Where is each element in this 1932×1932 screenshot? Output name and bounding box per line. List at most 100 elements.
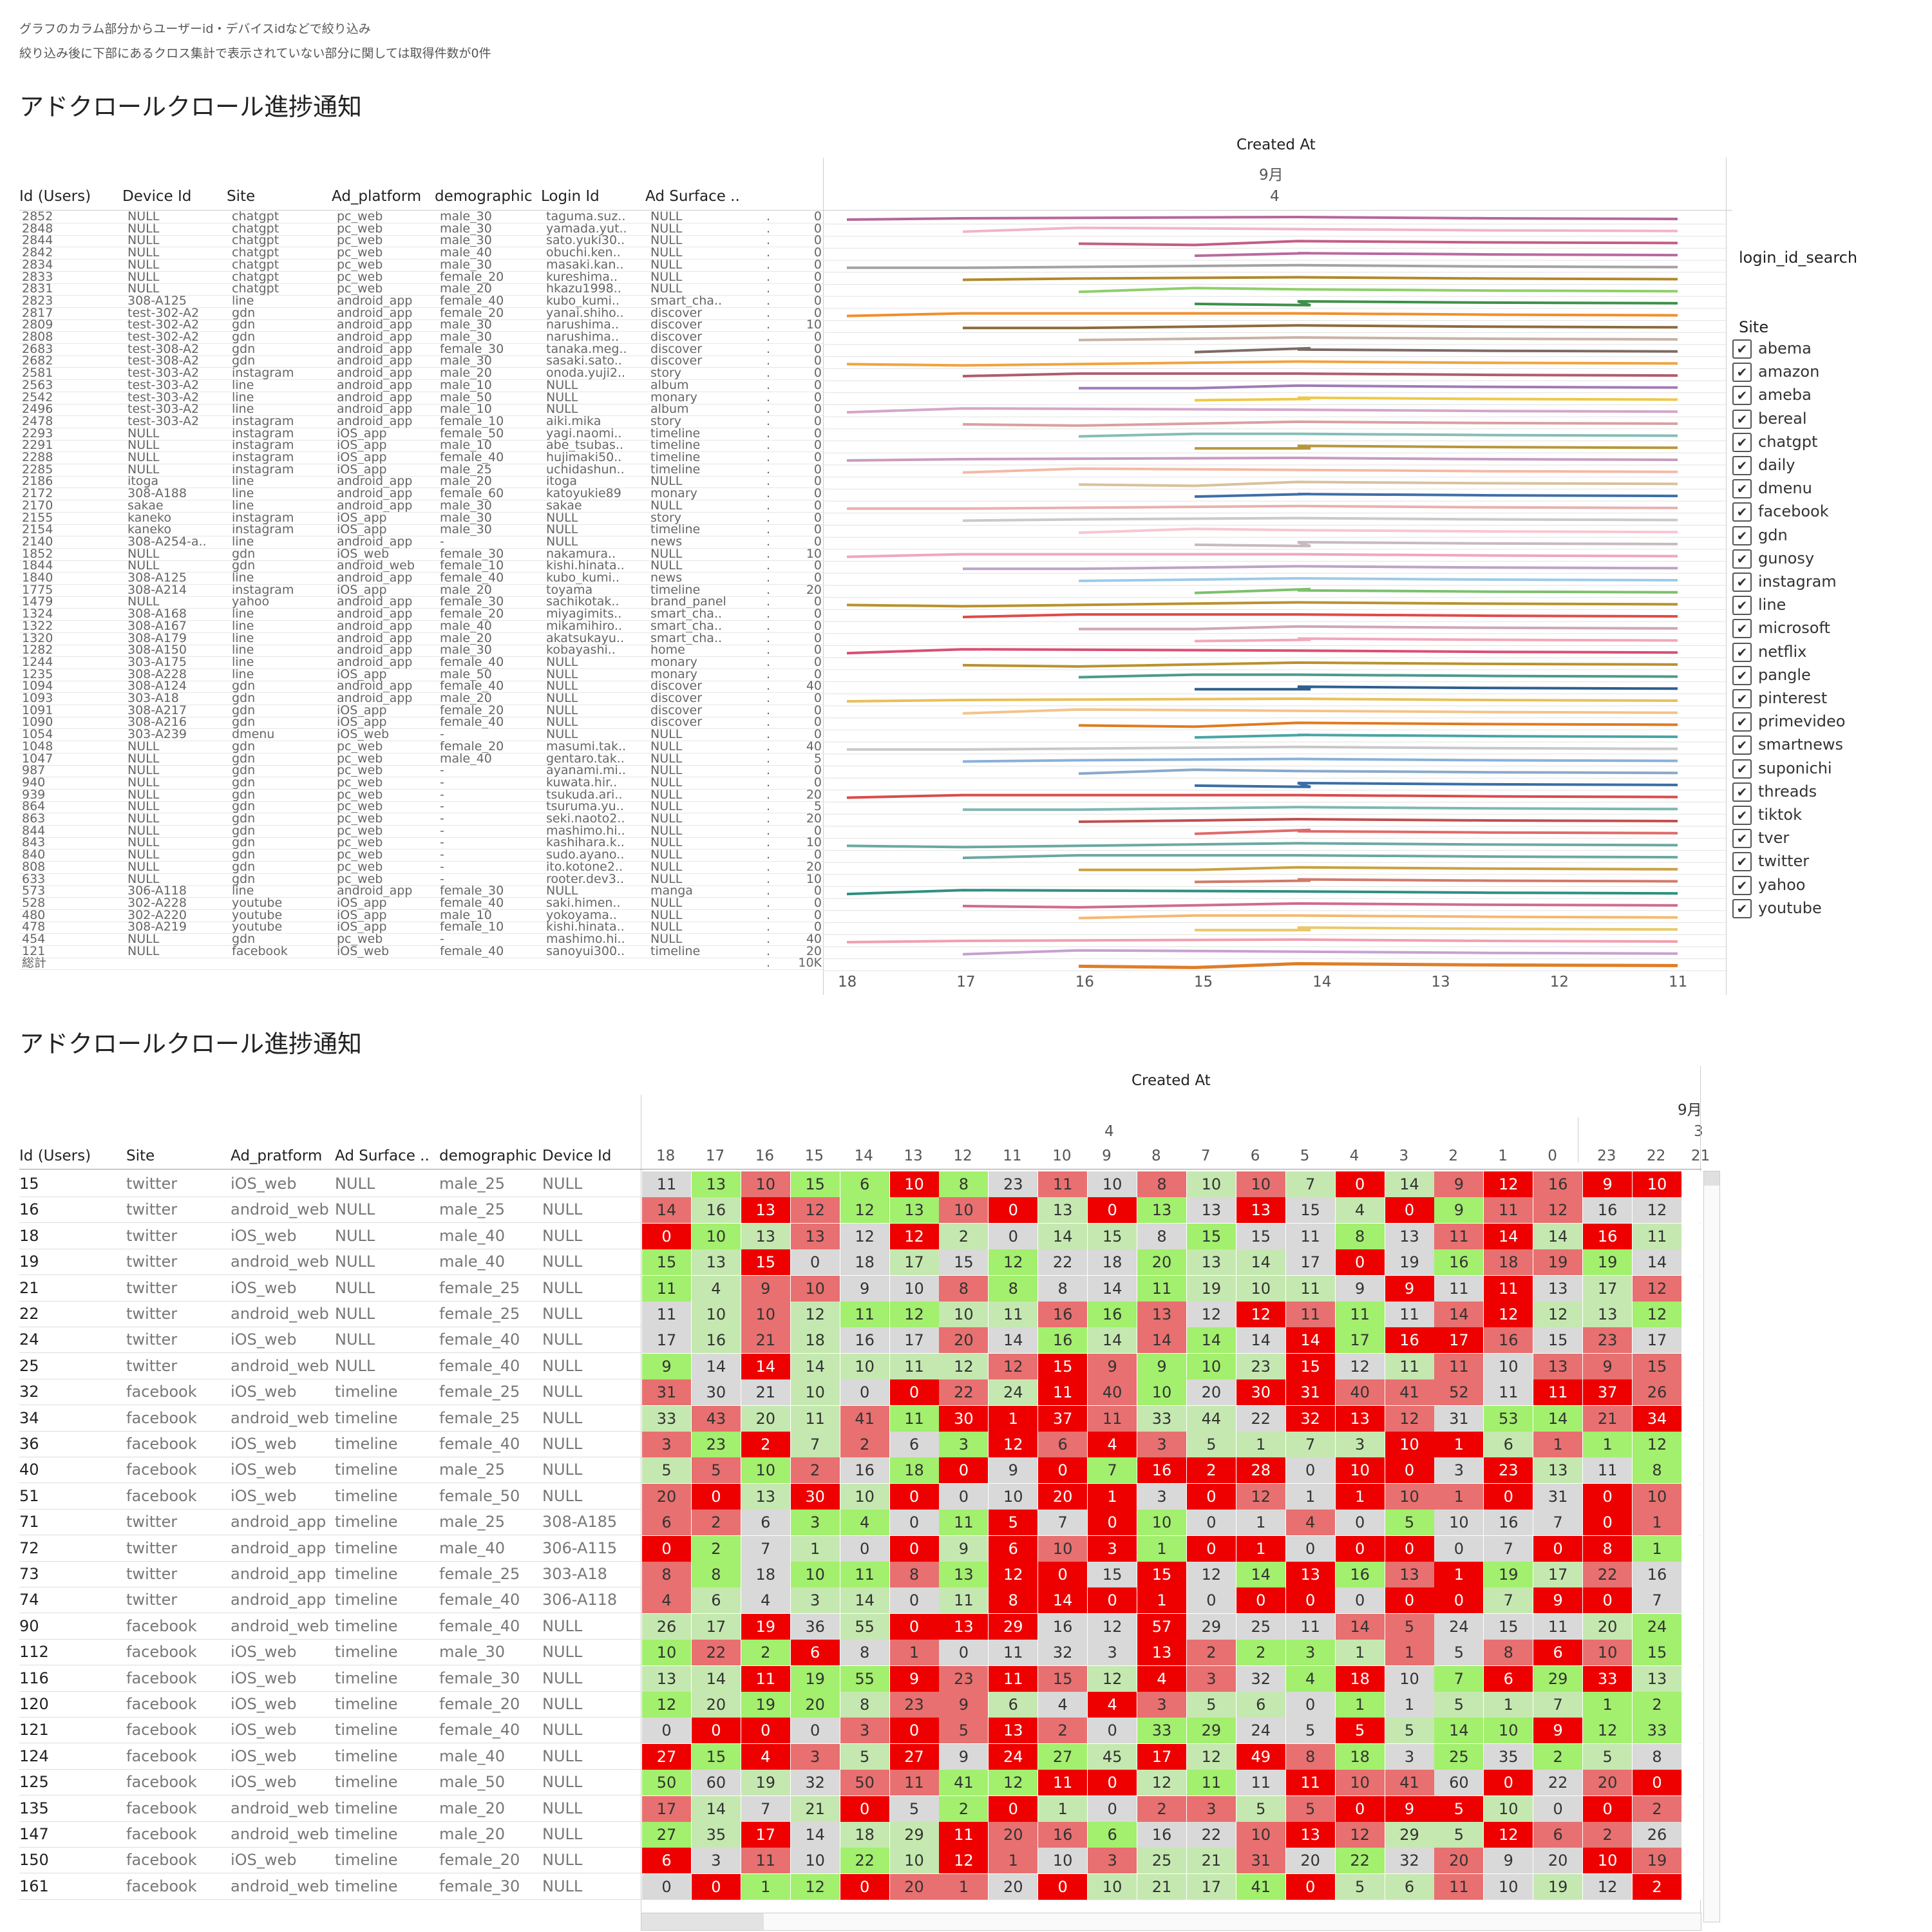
crosstab-value-cell[interactable]: 7 (1434, 1665, 1484, 1692)
crosstab-value-cell[interactable]: 13 (1236, 1197, 1285, 1224)
crosstab-value-cell[interactable]: 10 (889, 1848, 939, 1874)
crosstab-value-cell[interactable]: 11 (741, 1848, 790, 1874)
crosstab-value-cell[interactable]: 23 (1236, 1353, 1285, 1379)
crosstab-value-cell[interactable]: 9 (1434, 1197, 1484, 1224)
crosstab-value-cell[interactable]: 4 (840, 1510, 889, 1536)
table-row[interactable]: 121 NULL facebook iOS_web female_40 sanoyui30… (19, 945, 824, 958)
crosstab-value-cell[interactable]: 14 (1285, 1327, 1335, 1354)
crosstab-value-cell[interactable]: 0 (939, 1640, 989, 1666)
table-row[interactable]: 939 NULL gdn pc_web - tsukuda.ari.. NULL. 20 (19, 789, 824, 802)
crosstab-value-cell[interactable]: 3 (790, 1587, 840, 1614)
crosstab-value-cell[interactable]: 19 (790, 1665, 840, 1692)
crosstab-value-cell[interactable]: 20 (939, 1327, 989, 1354)
crosstab-value-cell[interactable]: 0 (1285, 1587, 1335, 1614)
table-row[interactable]: 1094 308-A124 gdn android_app female_40 NULL d… (19, 680, 824, 694)
crosstab-value-cell[interactable]: 1 (1484, 1692, 1533, 1718)
crosstab-value-cell[interactable]: 0 (889, 1718, 939, 1744)
crosstab-value-cell[interactable]: 19 (1633, 1848, 1681, 1874)
crosstab-value-cell[interactable]: 15 (1285, 1353, 1335, 1379)
crosstab-row[interactable]: 120 facebook iOS_web timeline female_20 NULL (19, 1691, 641, 1718)
crosstab-value-cell[interactable]: 2 (1186, 1457, 1236, 1484)
site-filter-item[interactable]: ✔ ameba (1732, 386, 1812, 408)
crosstab-value-cell[interactable]: 11 (1038, 1770, 1088, 1796)
crosstab-value-cell[interactable]: 1 (989, 1405, 1038, 1432)
crosstab-value-cell[interactable]: 17 (1335, 1327, 1385, 1354)
crosstab-value-cell[interactable]: 32 (790, 1770, 840, 1796)
crosstab-value-cell[interactable]: 5 (1335, 1718, 1385, 1744)
crosstab-value-cell[interactable]: 9 (939, 1743, 989, 1770)
crosstab-value-cell[interactable]: 2 (1633, 1795, 1681, 1822)
crosstab-value-cell[interactable]: 10 (741, 1457, 790, 1484)
crosstab-value-cell[interactable]: 17 (889, 1327, 939, 1354)
crosstab-row[interactable]: 25 twitter android_web NULL female_40 NULL (19, 1353, 641, 1379)
crosstab-value-cell[interactable]: 2 (939, 1223, 989, 1249)
crosstab-value-cell[interactable]: 7 (1633, 1587, 1681, 1614)
crosstab-value-cell[interactable]: 24 (989, 1743, 1038, 1770)
crosstab-value-cell[interactable]: 17 (691, 1613, 741, 1640)
sparkline[interactable] (846, 938, 1678, 943)
sparkline[interactable] (962, 661, 1678, 668)
crosstab-value-cell[interactable]: 10 (1583, 1848, 1633, 1874)
crosstab-value-cell[interactable]: 7 (1484, 1535, 1533, 1562)
table-row[interactable]: 454 NULL gdn pc_web - mashimo.hi.. NULL. 40 (19, 933, 824, 946)
crosstab-value-cell[interactable]: 13 (1137, 1302, 1186, 1327)
crosstab-value-cell[interactable]: 10 (790, 1562, 840, 1587)
crosstab-value-cell[interactable]: 16 (1038, 1302, 1088, 1327)
crosstab-value-cell[interactable]: 25 (1236, 1613, 1285, 1640)
crosstab-value-cell[interactable]: 23 (889, 1692, 939, 1718)
crosstab-value-cell[interactable]: 4 (1137, 1665, 1186, 1692)
crosstab-value-cell[interactable]: 12 (1633, 1197, 1681, 1224)
crosstab-value-cell[interactable]: 14 (1385, 1171, 1434, 1197)
crosstab-value-cell[interactable]: 5 (1186, 1432, 1236, 1457)
crosstab-value-cell[interactable]: 14 (741, 1353, 790, 1379)
crosstab-value-cell[interactable]: 33 (1633, 1718, 1681, 1744)
crosstab-value-cell[interactable]: 16 (1533, 1171, 1583, 1197)
crosstab-value-cell[interactable]: 20 (1434, 1848, 1484, 1874)
crosstab-value-cell[interactable]: 10 (741, 1171, 790, 1197)
crosstab-value-cell[interactable]: 16 (1633, 1562, 1681, 1587)
crosstab-value-cell[interactable]: 13 (939, 1562, 989, 1587)
crosstab-value-cell[interactable]: 0 (1088, 1587, 1137, 1614)
crosstab-value-cell[interactable]: 0 (642, 1718, 691, 1744)
crosstab-value-cell[interactable]: 0 (1385, 1587, 1434, 1614)
crosstab-value-cell[interactable]: 16 (691, 1327, 741, 1354)
crosstab-value-cell[interactable]: 22 (1583, 1562, 1633, 1587)
crosstab-value-cell[interactable]: 25 (1137, 1848, 1186, 1874)
sparkline[interactable] (1079, 625, 1678, 630)
crosstab-value-cell[interactable]: 17 (741, 1822, 790, 1848)
sparkline[interactable] (962, 226, 1678, 233)
sparkline[interactable] (1078, 673, 1678, 679)
crosstab-value-cell[interactable]: 5 (1335, 1873, 1385, 1900)
sparkline[interactable] (847, 263, 1678, 269)
sparkline[interactable] (962, 372, 1678, 378)
crosstab-value-cell[interactable]: 20 (1285, 1848, 1335, 1874)
table-row[interactable]: 2823 308-A125 line android_app female_40 kubo… (19, 295, 824, 308)
site-filter-item[interactable]: ✔ line (1732, 596, 1786, 618)
crosstab-value-cell[interactable]: 36 (790, 1613, 840, 1640)
crosstab-value-cell[interactable]: 4 (642, 1587, 691, 1614)
crosstab-value-cell[interactable]: 14 (1038, 1223, 1088, 1249)
crosstab-value-cell[interactable]: 14 (790, 1353, 840, 1379)
site-filter-item[interactable]: ✔ chatgpt (1732, 432, 1817, 455)
crosstab-value-cell[interactable]: 1 (1434, 1562, 1484, 1587)
crosstab-value-cell[interactable]: 16 (1484, 1327, 1533, 1354)
crosstab-value-cell[interactable]: 23 (939, 1665, 989, 1692)
crosstab-value-cell[interactable]: 10 (1038, 1848, 1088, 1874)
crosstab-value-cell[interactable]: 26 (1633, 1379, 1681, 1406)
crosstab-value-cell[interactable]: 0 (1186, 1587, 1236, 1614)
sparkline[interactable] (1079, 384, 1678, 390)
crosstab-value-cell[interactable]: 10 (1484, 1873, 1533, 1900)
crosstab-value-cell[interactable]: 60 (1434, 1770, 1484, 1796)
crosstab-value-cell[interactable]: 0 (889, 1535, 939, 1562)
crosstab-value-cell[interactable]: 21 (741, 1379, 790, 1406)
crosstab-value-cell[interactable]: 11 (1038, 1171, 1088, 1197)
crosstab-value-cell[interactable]: 12 (1533, 1197, 1583, 1224)
crosstab-value-cell[interactable]: 8 (691, 1562, 741, 1587)
crosstab-value-cell[interactable]: 20 (989, 1822, 1038, 1848)
crosstab-value-cell[interactable]: 11 (1484, 1197, 1533, 1224)
crosstab-value-cell[interactable]: 1 (790, 1535, 840, 1562)
crosstab-value-cell[interactable]: 29 (1186, 1613, 1236, 1640)
site-filter-item[interactable]: ✔ facebook (1732, 502, 1829, 524)
crosstab-value-cell[interactable]: 14 (691, 1795, 741, 1822)
crosstab-value-cell[interactable]: 0 (1484, 1770, 1533, 1796)
